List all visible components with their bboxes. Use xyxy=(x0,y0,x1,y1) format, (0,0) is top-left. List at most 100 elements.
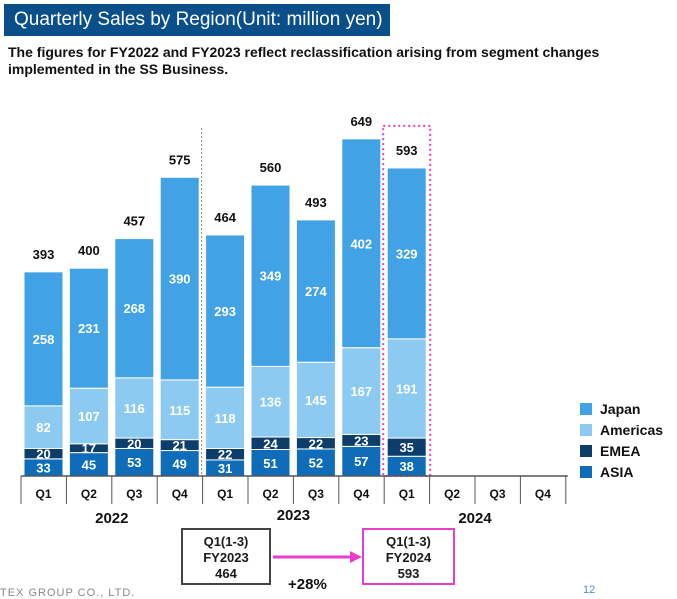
bar-segment-japan xyxy=(205,234,246,388)
bar-segment-americas xyxy=(205,386,246,449)
data-label-japan: 329 xyxy=(396,246,418,261)
data-label-japan: 349 xyxy=(260,269,282,284)
data-label-japan: 268 xyxy=(123,301,145,316)
data-label-americas: 118 xyxy=(215,411,236,426)
total-label: 493 xyxy=(305,195,327,210)
legend-label-americas: Americas xyxy=(600,421,664,438)
legend-swatch-emea xyxy=(580,444,592,457)
chart-legend: Japan Americas EMEA ASIA xyxy=(580,398,663,482)
bar-segment-japan xyxy=(23,271,64,407)
data-label-americas: 145 xyxy=(305,393,327,408)
data-label-japan: 231 xyxy=(78,321,100,336)
total-label: 393 xyxy=(33,247,55,262)
data-label-asia: 38 xyxy=(399,459,413,474)
data-label-emea: 35 xyxy=(399,440,413,455)
x-tick-label: Q3 xyxy=(126,487,142,501)
data-label-asia: 53 xyxy=(127,455,141,470)
year-group-label: 2022 xyxy=(95,510,128,527)
bar-segment-japan xyxy=(114,238,155,379)
data-label-japan: 293 xyxy=(214,304,236,319)
data-label-asia: 57 xyxy=(354,454,368,469)
legend-swatch-japan xyxy=(580,402,592,415)
comparison-right-line-3: 593 xyxy=(397,566,420,581)
data-label-americas: 116 xyxy=(124,401,145,416)
legend-item-emea: EMEA xyxy=(580,440,663,461)
x-tick-label: Q3 xyxy=(308,487,324,501)
bar-segment-asia xyxy=(250,449,291,477)
data-label-asia: 51 xyxy=(263,456,277,471)
data-label-asia: 31 xyxy=(218,461,232,476)
legend-item-japan: Japan xyxy=(580,398,663,419)
data-label-americas: 167 xyxy=(350,384,372,399)
comparison-box-fy2023: Q1(1-3) FY2023 464 xyxy=(181,528,271,585)
bar-segment-asia xyxy=(341,445,382,477)
data-label-asia: 49 xyxy=(172,456,186,471)
data-label-japan: 402 xyxy=(350,236,372,251)
legend-item-asia: ASIA xyxy=(580,461,663,482)
x-tick-label: Q2 xyxy=(81,487,97,501)
data-label-emea: 24 xyxy=(263,436,278,451)
chart-subtitle: The figures for FY2022 and FY2023 reflec… xyxy=(8,44,600,77)
data-label-emea: 22 xyxy=(218,447,232,462)
total-label: 649 xyxy=(350,114,372,129)
bar-segment-americas xyxy=(68,387,109,445)
x-tick-label: Q1 xyxy=(399,487,415,501)
total-label: 593 xyxy=(396,143,418,158)
comparison-left-line-2: FY2023 xyxy=(203,550,249,565)
bar-segment-japan xyxy=(341,138,382,349)
footer-company: TEX GROUP CO., LTD. xyxy=(0,587,136,599)
x-tick-label: Q4 xyxy=(353,487,369,501)
comparison-left-line-1: Q1(1-3) xyxy=(203,534,249,549)
data-label-asia: 33 xyxy=(36,460,50,475)
bar-segment-asia xyxy=(114,447,155,477)
legend-label-emea: EMEA xyxy=(600,442,641,459)
comparison-right-line-1: Q1(1-3) xyxy=(386,534,431,549)
page-number: 12 xyxy=(583,584,596,596)
total-label: 400 xyxy=(78,243,100,258)
legend-swatch-americas xyxy=(580,423,592,436)
bar-segment-japan xyxy=(159,176,200,381)
data-label-americas: 82 xyxy=(36,420,50,435)
bar-segment-americas xyxy=(386,338,427,439)
data-label-emea: 22 xyxy=(309,436,323,451)
x-tick-label: Q3 xyxy=(489,487,505,501)
total-label: 575 xyxy=(169,152,191,167)
data-label-japan: 390 xyxy=(169,272,191,287)
chart-title: Quarterly Sales by Region(Unit: million … xyxy=(4,4,390,36)
data-label-asia: 52 xyxy=(309,455,323,470)
x-tick-label: Q2 xyxy=(444,487,460,501)
data-label-americas: 136 xyxy=(260,395,282,410)
x-tick-label: Q1 xyxy=(35,487,51,501)
bar-segment-japan xyxy=(295,219,336,363)
data-label-emea: 20 xyxy=(36,447,50,462)
data-label-americas: 107 xyxy=(78,409,100,424)
total-label: 560 xyxy=(260,160,282,175)
bar-segment-americas xyxy=(295,361,336,439)
data-label-americas: 115 xyxy=(169,403,190,418)
comparison-right-line-2: FY2024 xyxy=(385,550,432,565)
comparison-box-fy2024: Q1(1-3) FY2024 593 xyxy=(362,528,455,585)
bar-segment-asia xyxy=(159,450,200,477)
legend-label-asia: ASIA xyxy=(600,463,634,480)
x-tick-label: Q4 xyxy=(535,487,551,501)
x-tick-label: Q2 xyxy=(262,487,278,501)
comparison-arrow-head xyxy=(350,551,362,563)
data-label-americas: 191 xyxy=(396,381,418,396)
data-label-emea: 20 xyxy=(127,436,141,451)
total-label: 464 xyxy=(214,210,236,225)
legend-item-americas: Americas xyxy=(580,419,663,440)
data-label-emea: 21 xyxy=(172,438,186,453)
x-tick-label: Q4 xyxy=(172,487,188,501)
bar-segment-japan xyxy=(68,267,109,389)
bar-segment-americas xyxy=(341,347,382,435)
growth-rate-label: +28% xyxy=(288,576,327,593)
data-label-emea: 23 xyxy=(354,433,368,448)
legend-swatch-asia xyxy=(580,465,592,478)
data-label-japan: 274 xyxy=(305,284,327,299)
data-label-emea: 17 xyxy=(82,441,96,456)
x-tick-label: Q1 xyxy=(217,487,233,501)
bar-segment-japan xyxy=(250,184,291,367)
comparison-left-line-3: 464 xyxy=(215,566,237,581)
total-label: 457 xyxy=(123,214,145,229)
